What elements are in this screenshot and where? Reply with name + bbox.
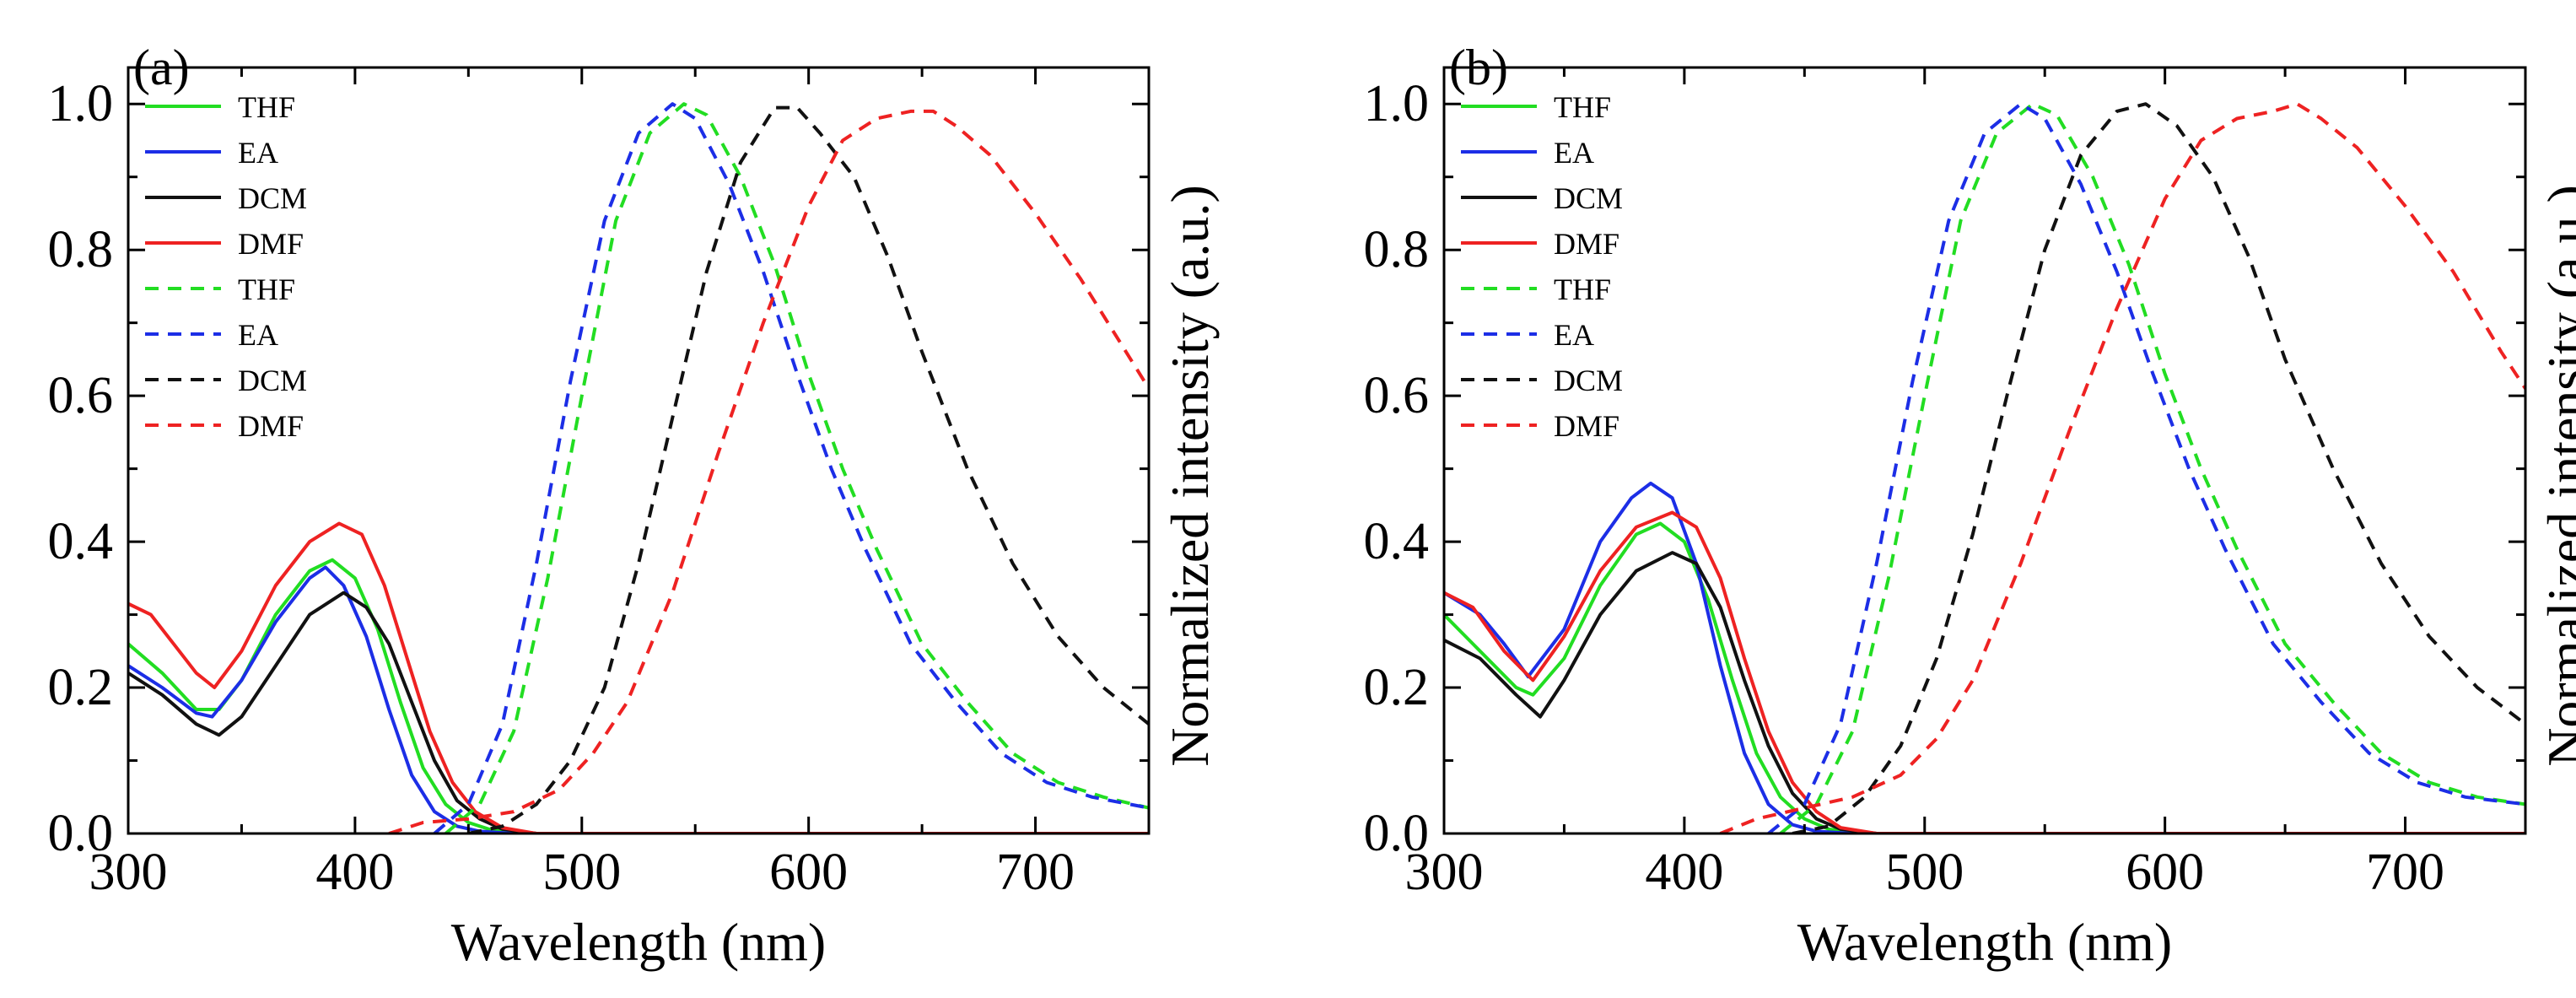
series-line-dmf-emission (1719, 102, 2525, 833)
legend-label: DMF (1554, 409, 1619, 443)
panel-b: 300 400 500 600 700 0.0 0.2 0.4 0.6 0.8 1.0 Wavelen… (1364, 40, 2576, 972)
plot-frame (1442, 66, 2527, 835)
x-tick-label: 500 (1885, 844, 1964, 901)
series-line-thf-absorption (1444, 521, 2525, 833)
y-tick-label: 0.6 (48, 367, 114, 424)
series-line-dcm-emission (1792, 102, 2525, 833)
x-tick-label: 600 (769, 844, 848, 901)
panel-label: (a) (133, 40, 190, 95)
y-tick-label: 0.2 (48, 659, 114, 716)
legend-label: THF (238, 90, 295, 124)
panel-a: 300 400 500 600 700 0.0 0.2 0.4 0.6 0.8 1.0 Wavelen… (48, 40, 1221, 972)
x-axis-title: Wavelength (nm) (1797, 912, 2172, 972)
y-tick-label: 1.0 (1364, 75, 1430, 132)
series-line-dmf-absorption (1444, 510, 2525, 833)
y-tick-label: 0.4 (1364, 513, 1430, 570)
y-tick-label: 0.8 (1364, 221, 1430, 278)
x-tick-label: 700 (996, 844, 1075, 901)
legend-label: DCM (1554, 181, 1623, 215)
series-line-dcm-absorption (1444, 551, 2525, 833)
y-tick-label: 0.0 (1364, 805, 1430, 862)
y-tick-label: 0.8 (48, 221, 114, 278)
x-tick-label: 600 (2126, 844, 2204, 901)
y-tick-label: 0.0 (48, 805, 114, 862)
series-line-dcm-absorption (128, 591, 1149, 833)
y-tick-label: 1.0 (48, 75, 114, 132)
series-line-ea-absorption (128, 565, 1149, 833)
x-tick-label: 400 (1645, 844, 1723, 901)
legend-label: DMF (238, 227, 304, 261)
x-tick-label: 500 (542, 844, 621, 901)
right-y-axis-title: Normalized intensity (a.u.) (1160, 185, 1220, 767)
legend-label: THF (1554, 272, 1611, 306)
x-tick-label: 400 (315, 844, 394, 901)
y-tick-label: 0.2 (1364, 659, 1430, 716)
legend-label: THF (238, 272, 295, 306)
series-group (1444, 102, 2525, 833)
legend-label: EA (238, 136, 278, 170)
y-tick-label: 0.6 (1364, 367, 1430, 424)
legend-label: EA (238, 318, 278, 352)
series-line-ea-emission (1767, 102, 2525, 833)
series-line-dmf-emission (388, 109, 1149, 833)
legend-label: DCM (238, 181, 307, 215)
legend-label: DMF (238, 409, 304, 443)
legend: THF EA DCM DMF THF EA DCM DMF (145, 90, 307, 443)
legend-label: EA (1554, 136, 1594, 170)
x-tick-label: 700 (2366, 844, 2444, 901)
x-tick-label: 300 (89, 844, 168, 901)
series-line-thf-absorption (128, 558, 1149, 833)
legend-label: DCM (238, 364, 307, 397)
plot-frame (127, 66, 1151, 835)
series-line-thf-emission (1779, 102, 2525, 833)
legend: THF EA DCM DMF THF EA DCM DMF (1461, 90, 1623, 443)
series-line-dcm-emission (467, 105, 1149, 833)
panel-label: (b) (1449, 40, 1508, 95)
legend-label: EA (1554, 318, 1594, 352)
x-tick-label: 300 (1405, 844, 1484, 901)
right-y-axis-title: Normalized intensity (a.u.) (2536, 185, 2576, 767)
legend-label: THF (1554, 90, 1611, 124)
series-line-thf-emission (445, 102, 1149, 833)
y-tick-label: 0.4 (48, 513, 114, 570)
series-group (128, 102, 1149, 833)
legend-label: DMF (1554, 227, 1619, 261)
series-line-dmf-absorption (128, 521, 1149, 833)
legend-label: DCM (1554, 364, 1623, 397)
x-axis-title: Wavelength (nm) (451, 912, 826, 972)
series-line-ea-emission (433, 102, 1149, 833)
